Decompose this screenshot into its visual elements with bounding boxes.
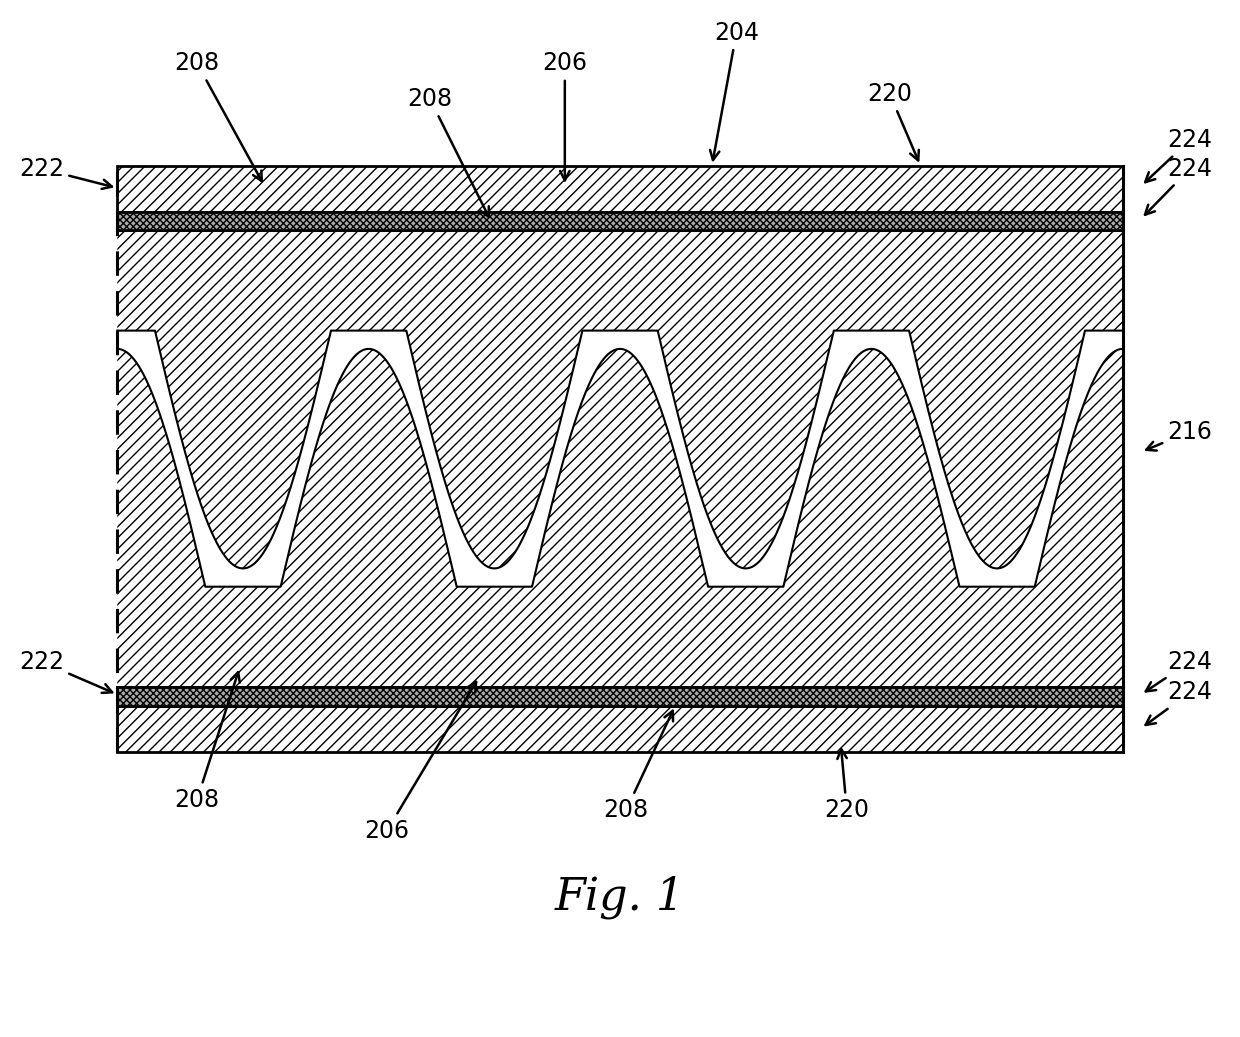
Polygon shape — [118, 688, 1122, 706]
Text: 208: 208 — [408, 87, 489, 217]
Text: 208: 208 — [175, 672, 239, 812]
Polygon shape — [118, 212, 1122, 230]
Text: 220: 220 — [867, 82, 919, 161]
Text: 216: 216 — [1146, 420, 1213, 450]
Text: 206: 206 — [365, 682, 476, 842]
Text: 208: 208 — [175, 51, 262, 181]
Text: 208: 208 — [604, 710, 673, 822]
Polygon shape — [118, 706, 1122, 752]
Text: 224: 224 — [1146, 650, 1213, 692]
Text: 222: 222 — [19, 650, 112, 693]
Text: 224: 224 — [1145, 157, 1213, 215]
Text: 224: 224 — [1146, 128, 1213, 183]
Text: Fig. 1: Fig. 1 — [554, 875, 686, 919]
Text: 220: 220 — [825, 749, 869, 822]
Text: 206: 206 — [542, 51, 588, 180]
Text: 222: 222 — [19, 157, 112, 189]
Text: 204: 204 — [711, 21, 759, 160]
Text: 224: 224 — [1146, 680, 1213, 725]
Polygon shape — [118, 166, 1122, 212]
